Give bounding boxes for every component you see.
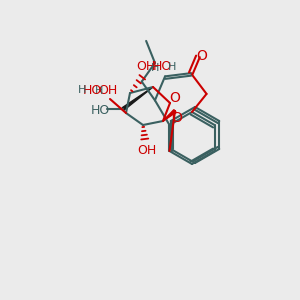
Text: H: H [78,85,86,95]
Text: O: O [172,111,182,125]
Text: H: H [168,62,176,72]
Text: H: H [95,86,103,96]
Text: O: O [169,91,180,105]
Text: OH: OH [136,61,156,74]
Text: OH: OH [98,83,118,97]
Text: HO: HO [90,104,110,118]
Polygon shape [122,87,153,110]
Text: H: H [151,63,159,73]
Text: O: O [196,50,207,63]
Text: HO: HO [152,61,172,74]
Text: OH: OH [137,143,157,157]
Text: HO: HO [82,83,102,97]
Polygon shape [163,110,176,121]
